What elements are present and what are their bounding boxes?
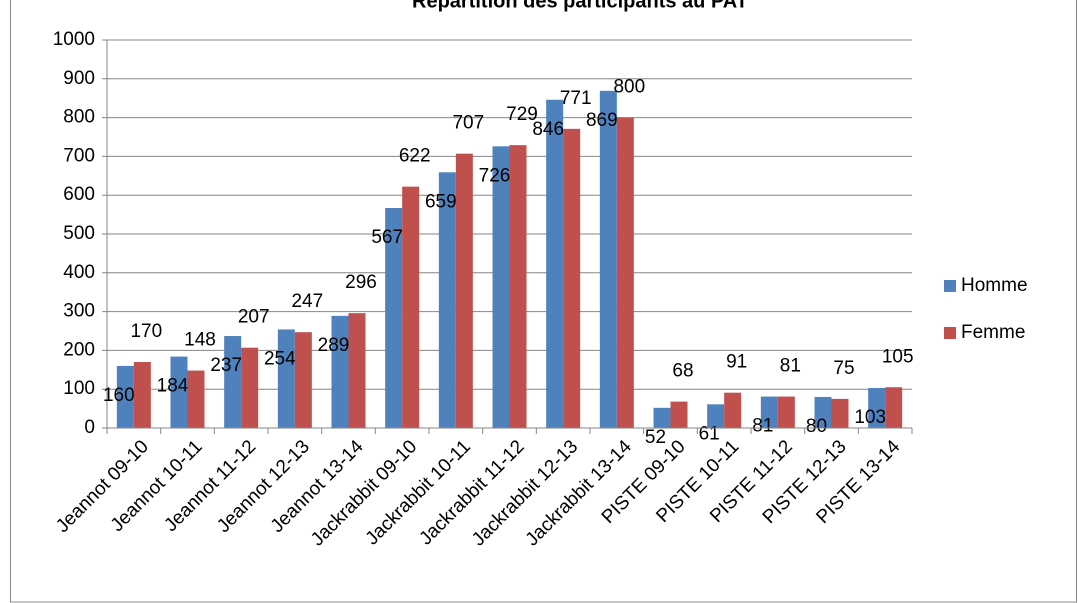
y-tick-label: 100 (63, 378, 95, 399)
data-label: 75 (833, 358, 854, 379)
bar (777, 396, 795, 428)
bar (133, 362, 151, 428)
y-tick-label: 200 (63, 339, 95, 360)
bar (670, 401, 688, 428)
bar (509, 145, 527, 428)
bar (563, 128, 581, 429)
bar (224, 336, 242, 428)
data-label: 247 (291, 291, 323, 312)
bar (348, 313, 366, 428)
y-tick-label: 500 (63, 223, 95, 244)
data-label: 61 (699, 423, 720, 444)
data-label: 80 (806, 416, 827, 437)
data-label: 622 (399, 146, 431, 167)
y-tick-label: 300 (63, 301, 95, 322)
chart-frame (10, 0, 1077, 603)
data-label: 296 (345, 272, 377, 293)
bar (492, 146, 510, 428)
bar (868, 388, 886, 428)
y-tick-label: 1000 (53, 29, 95, 50)
data-label: 170 (130, 321, 162, 342)
data-label: 103 (854, 407, 886, 428)
bar (831, 398, 849, 428)
legend-label: Homme (961, 275, 1028, 296)
bar (653, 407, 671, 428)
data-label: 237 (210, 355, 242, 376)
bar (546, 99, 564, 428)
bar (385, 208, 403, 428)
bar (885, 387, 903, 428)
bar (438, 172, 456, 428)
y-tick-label: 600 (63, 184, 95, 205)
bar (707, 404, 725, 428)
data-label: 771 (560, 88, 592, 109)
data-label: 81 (752, 416, 773, 437)
y-tick-label: 400 (63, 262, 95, 283)
data-label: 846 (532, 119, 564, 140)
data-label: 184 (157, 376, 189, 397)
data-label: 52 (645, 427, 666, 448)
bar (331, 315, 349, 428)
data-label: 726 (479, 165, 511, 186)
bar (724, 392, 742, 428)
legend-swatch (944, 327, 956, 339)
chart-title: Répartition des participants au PAT (412, 0, 748, 12)
legend-label: Femme (961, 322, 1025, 343)
data-label: 800 (613, 77, 645, 98)
data-label: 567 (371, 227, 403, 248)
data-label: 105 (882, 346, 914, 367)
data-label: 289 (318, 335, 350, 356)
bar (760, 396, 778, 428)
data-label: 160 (103, 385, 135, 406)
data-label: 869 (586, 110, 618, 131)
bar (277, 329, 295, 428)
legend-swatch (944, 280, 956, 292)
data-label: 81 (780, 356, 801, 377)
data-label: 707 (452, 113, 484, 134)
data-label: 91 (726, 352, 747, 373)
bar (241, 347, 259, 428)
data-label: 254 (264, 348, 296, 369)
y-tick-label: 700 (63, 145, 95, 166)
data-label: 729 (506, 104, 538, 125)
data-label: 148 (184, 330, 216, 351)
y-tick-label: 800 (63, 107, 95, 128)
bar (402, 186, 420, 428)
bar (599, 90, 617, 428)
bar (814, 396, 832, 428)
data-label: 207 (238, 307, 270, 328)
bar (187, 370, 205, 428)
bar (116, 365, 134, 428)
bar (294, 332, 312, 428)
y-tick-label: 0 (84, 417, 95, 438)
bar (170, 356, 188, 428)
y-tick-label: 900 (63, 68, 95, 89)
data-label: 68 (672, 361, 693, 382)
bar (455, 153, 473, 428)
bar (616, 117, 634, 428)
data-label: 659 (425, 191, 457, 212)
